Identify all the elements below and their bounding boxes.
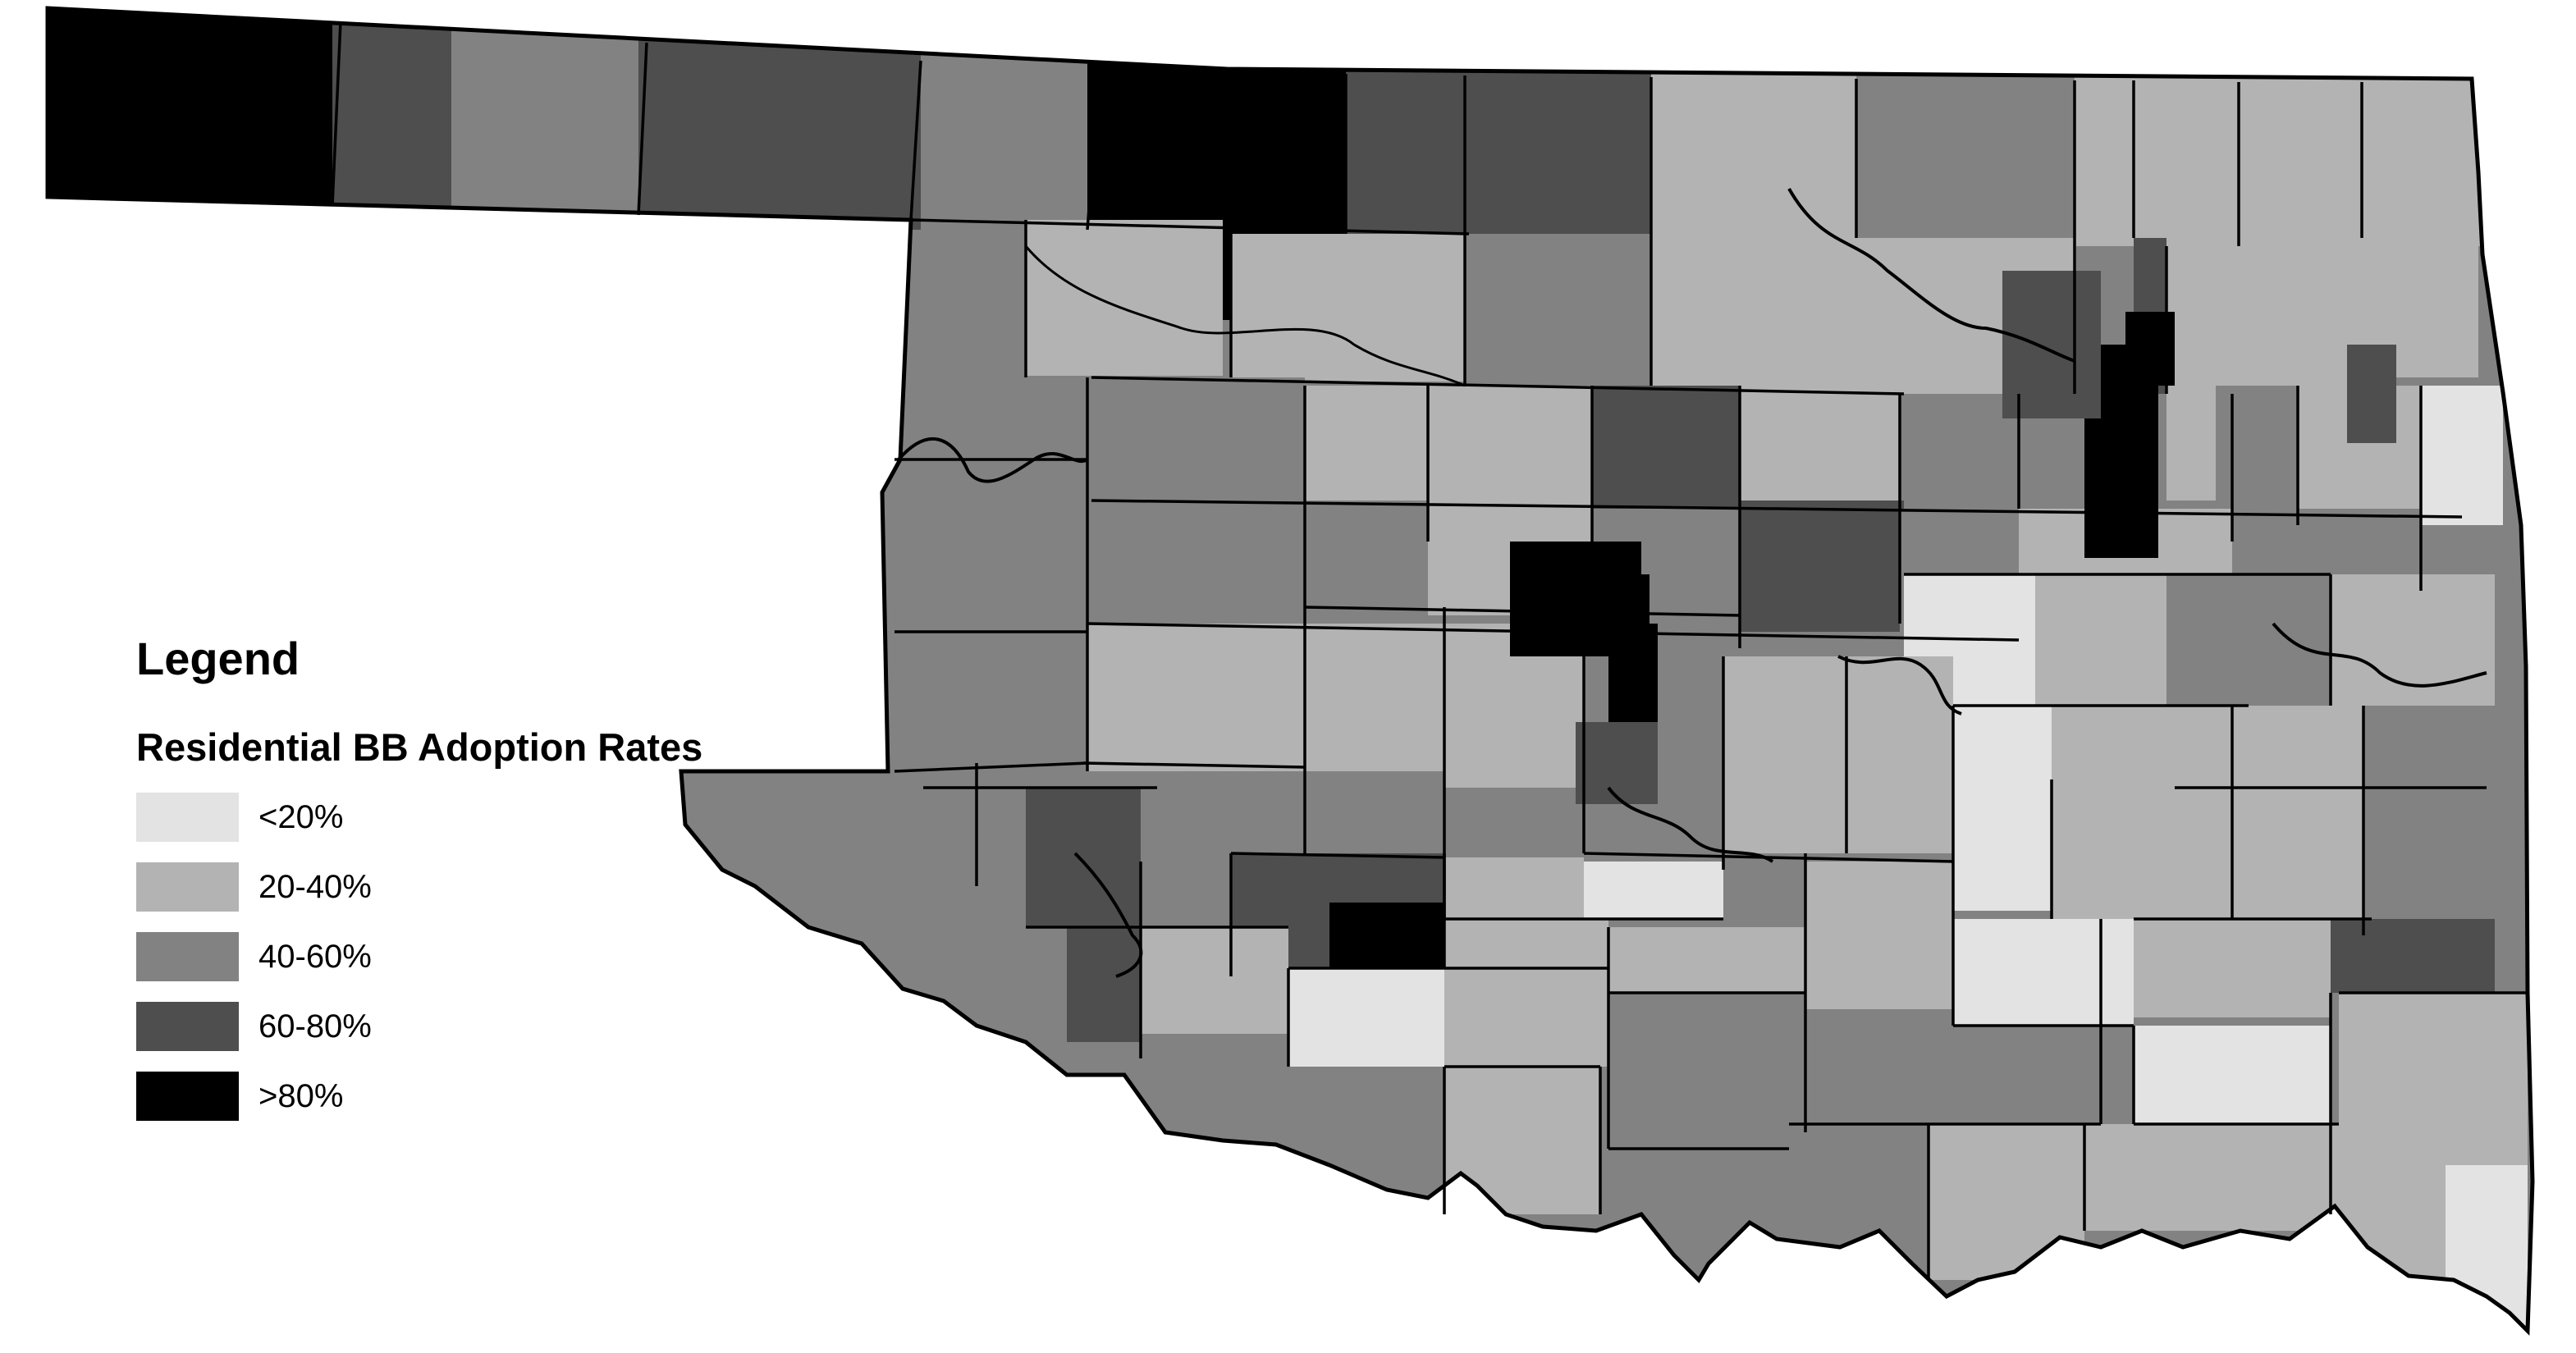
tract-fill [1231,234,1469,382]
tract-fill [2232,386,2298,509]
legend-item: <20% [136,791,702,843]
legend-label: <20% [259,798,344,835]
legend-label: >80% [259,1077,344,1114]
tract-fill [1305,386,1428,501]
tract-fill [1723,870,1805,935]
tract-fill [1329,903,1444,968]
tract-fill [1141,927,1288,1034]
tract-fill [1723,656,1846,853]
tract-fill [2362,49,2485,246]
tract-fill [2232,706,2363,919]
tract-fill [1900,394,2019,501]
tract-fill [2347,345,2396,443]
tract-fill [1444,1067,1600,1214]
tract-fill [1929,1124,2084,1280]
tract-fill [2331,919,2495,993]
legend-item: 40-60% [136,930,702,983]
tract-fill [2446,1165,2528,1329]
tract-fill [2239,49,2362,246]
tract-fill [1428,386,1592,501]
tract-fill [1846,656,1953,853]
tract-fill [1592,386,1740,509]
tract-fill [332,8,451,213]
legend-swatch [136,862,239,912]
tract-fill [1651,49,1856,238]
tract-fill [1026,220,1223,376]
tract-fill [1026,788,1141,927]
legend-subtitle: Residential BB Adoption Rates [136,725,703,769]
tract-fill [1856,49,2078,238]
tract-fill [2075,49,2140,246]
tract-fill [1740,386,1900,509]
legend-item: >80% [136,1070,702,1122]
tract-fill [1465,49,1654,238]
tract-fill [1953,1026,2134,1124]
tract-fill [1608,927,1805,993]
tract-fill [2421,386,2503,525]
tract-fill [1576,722,1658,804]
legend-title: Legend [136,633,300,684]
legend-swatch [136,1072,239,1121]
tract-fill [2035,574,2166,706]
legend-swatch [136,793,239,842]
tract-fill [1953,919,2134,1026]
tract-fill [1305,624,1444,771]
tract-fill [2002,271,2101,418]
tract-fill [2166,574,2331,706]
tract-fill [921,49,1101,238]
tract-fill [1789,1124,1929,1272]
tract-fill [2052,706,2232,919]
tract-fill [1067,927,1141,1042]
tract-fill [1444,919,1608,1067]
tract-fill [1087,624,1309,771]
tract-fill [2232,509,2421,574]
tract-fill [2166,246,2363,386]
tract-fill [1231,377,1305,492]
tract-fill [1465,234,1654,382]
tract-fill [2134,1026,2331,1124]
legend-label: 40-60% [259,938,372,975]
tract-fill [451,8,657,213]
tract-fill [1953,706,2052,911]
tract-fill [638,8,922,230]
tract-fill [1805,862,1953,1009]
tract-fill [903,788,1026,935]
legend-label: 60-80% [259,1008,372,1044]
tract-fill [1346,49,1469,238]
tract-fill [2363,706,2495,919]
legend-item: 20-40% [136,861,702,913]
legend-label: 20-40% [259,868,372,905]
tract-fill [2134,919,2331,1017]
tract-fill [2134,49,2240,246]
tract-fill [1584,862,1723,919]
legend-swatch [136,932,239,981]
tract-fill [1288,968,1444,1067]
tract-fill [2084,1124,2331,1231]
tract-fill [48,8,343,213]
legend-item: 60-80% [136,1000,702,1053]
tract-fill [1091,501,1305,624]
tract-fill [2166,377,2216,501]
tract-fill [1444,857,1584,923]
county-boundaries [331,21,2528,1280]
tract-fill [1756,238,1896,394]
tract-fill [1600,1067,1764,1149]
map-legend: Legend Residential BB Adoption Rates <20… [136,632,702,1140]
tract-fill [1740,501,1904,632]
legend-swatch [136,1002,239,1051]
tract-fill [1651,234,1758,398]
tract-fill [2339,993,2528,1124]
tract-fill [1305,501,1428,615]
